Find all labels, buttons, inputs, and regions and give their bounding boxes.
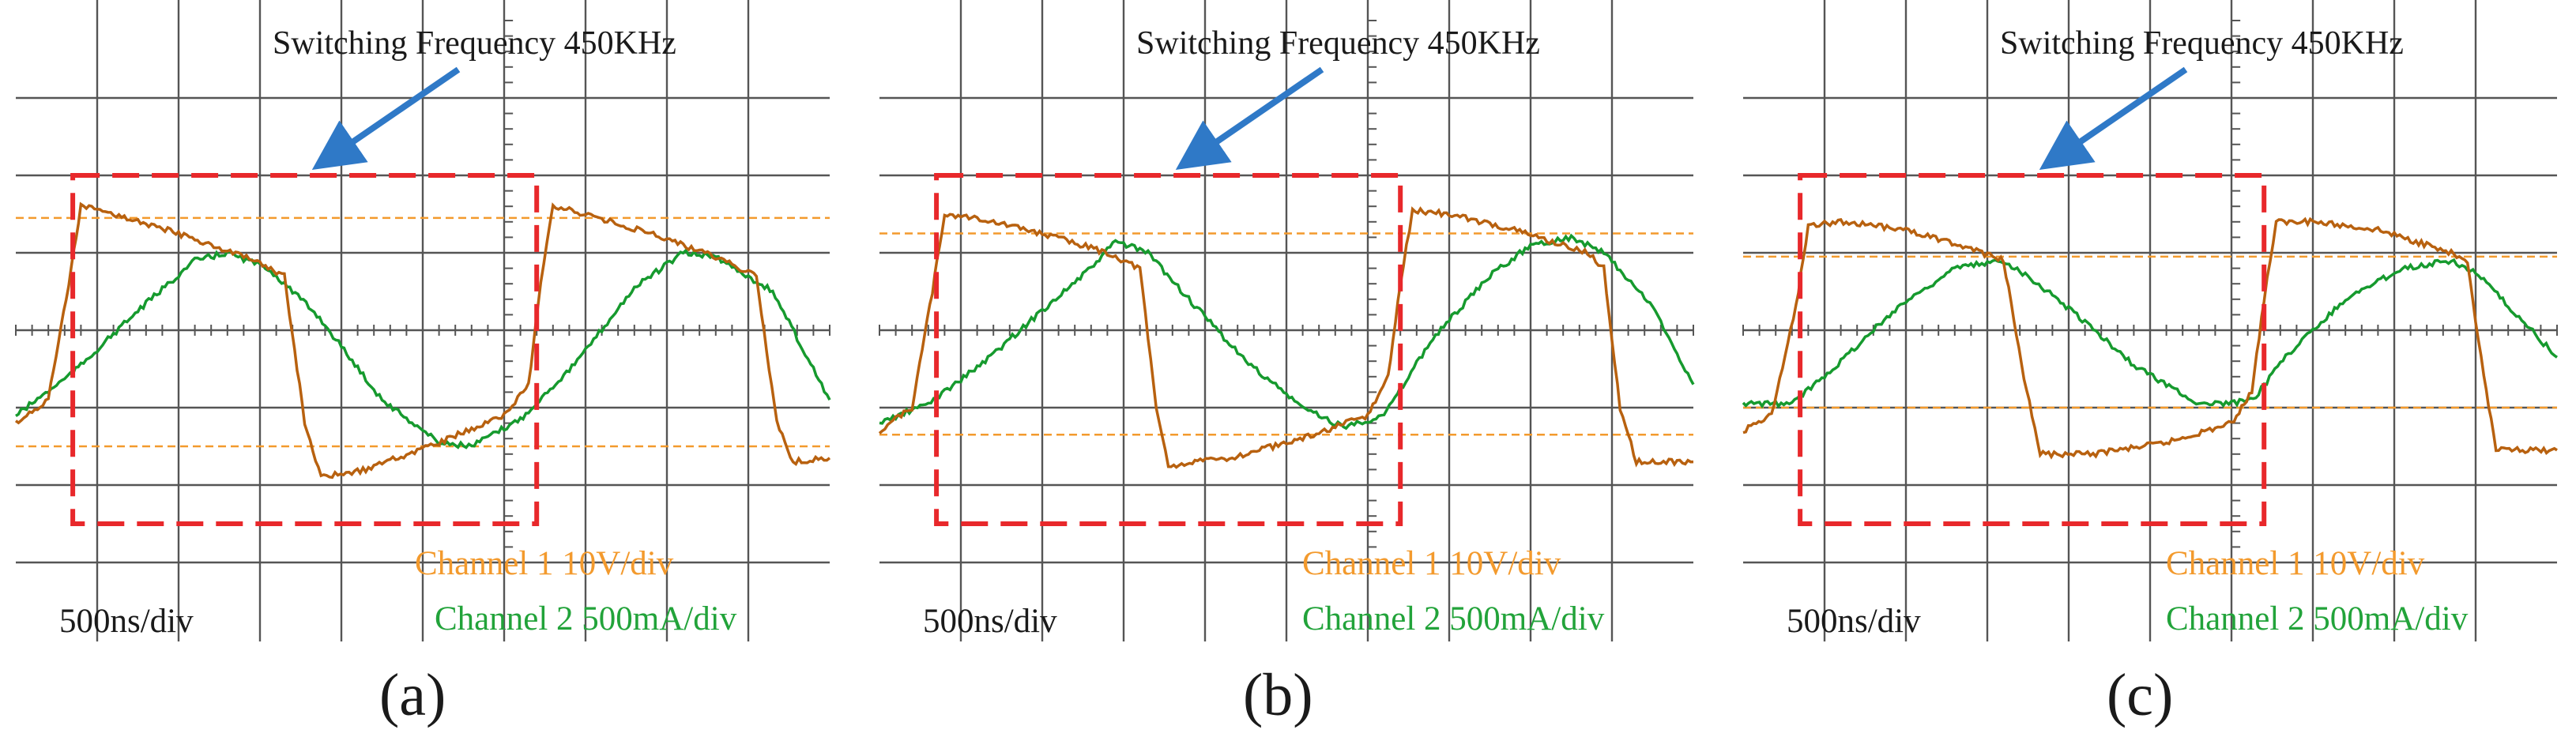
panel-a: Switching Frequency 450KHz Channel 1 10V…	[14, 0, 831, 728]
period-box	[70, 173, 540, 526]
channel-1-trace	[14, 201, 831, 480]
channel-1-label: Channel 1 10V/div	[2166, 545, 2425, 582]
annotation-text: Switching Frequency 450KHz	[1136, 25, 1540, 62]
timebase-label: 500ns/div	[59, 603, 194, 640]
graticule	[1742, 0, 2558, 641]
channel-2-label: Channel 2 500mA/div	[1302, 600, 1605, 638]
panel-label: (a)	[379, 662, 446, 728]
graticule	[15, 0, 830, 641]
period-box	[1798, 173, 2267, 526]
channel-2-label: Channel 2 500mA/div	[2166, 600, 2469, 638]
channel-2-label: Channel 2 500mA/div	[435, 600, 737, 638]
timebase-label: 500ns/div	[1787, 603, 1921, 640]
ch1-cursors	[879, 232, 1693, 436]
period-box	[934, 173, 1403, 526]
annotation-text: Switching Frequency 450KHz	[273, 25, 676, 62]
channel-1-label: Channel 1 10V/div	[1302, 545, 1561, 582]
channel-1-label: Channel 1 10V/div	[415, 545, 674, 582]
panel-label: (c)	[2107, 662, 2173, 728]
panel-b: Switching Frequency 450KHz Channel 1 10V…	[878, 0, 1695, 728]
ch1-cursors	[1743, 255, 2557, 409]
annotation-text: Switching Frequency 450KHz	[2000, 25, 2404, 62]
panel-c: Switching Frequency 450KHz Channel 1 10V…	[1742, 0, 2559, 728]
annotation-arrow	[311, 66, 461, 171]
panel-label: (b)	[1243, 662, 1313, 728]
channel-1-trace	[1742, 216, 2558, 460]
annotation-arrow	[2039, 66, 2188, 171]
annotation-arrow	[1175, 66, 1324, 171]
channel-2-trace	[879, 233, 1695, 431]
timebase-label: 500ns/div	[923, 603, 1057, 640]
channel-2-trace	[1742, 258, 2559, 409]
channel-1-trace	[878, 206, 1694, 469]
